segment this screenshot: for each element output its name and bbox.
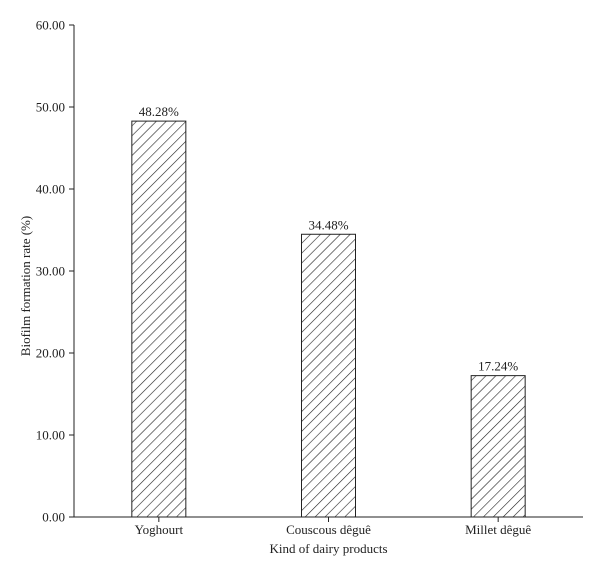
y-tick-label: 0.00 [42,510,65,525]
x-tick-label: Yoghourt [135,522,184,537]
bar [470,375,526,518]
x-axis-title: Kind of dairy products [269,541,387,556]
y-axis-title: Biofilm formation rate (%) [18,216,33,356]
y-tick-label: 60.00 [36,18,65,33]
y-tick-label: 50.00 [36,100,65,115]
bars: 48.28% 34.48% 17.24% [131,104,526,518]
bar [301,233,356,518]
bar-value-label: 34.48% [308,217,348,232]
y-axis-ticks: 0.00 10.00 20.00 30.00 40.00 50.00 60.00 [36,18,74,525]
y-tick-label: 20.00 [36,346,65,361]
x-tick-label: Millet dêguê [465,522,531,537]
bar-value-label: 48.28% [139,104,179,119]
x-tick-label: Couscous dêguê [286,522,371,537]
y-tick-label: 40.00 [36,182,65,197]
y-tick-label: 10.00 [36,428,65,443]
y-tick-label: 30.00 [36,264,65,279]
bar [131,120,187,518]
x-axis-ticks: Yoghourt Couscous dêguê Millet dêguê [135,517,531,537]
bar-value-label: 17.24% [478,359,518,374]
